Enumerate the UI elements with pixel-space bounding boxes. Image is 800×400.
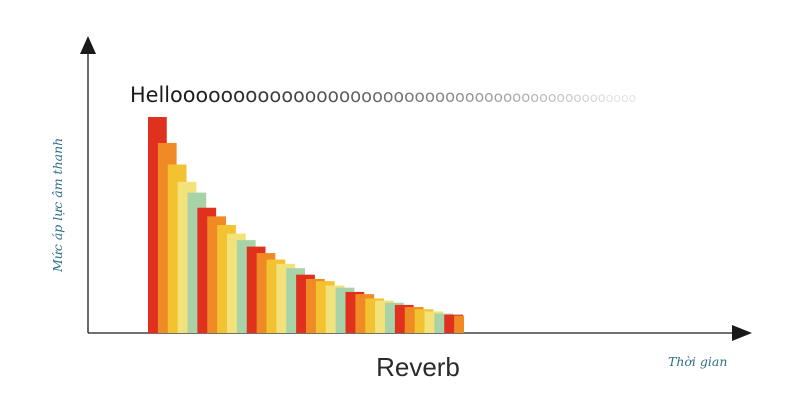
hello-glyph: o — [573, 90, 581, 106]
hello-glyph: o — [245, 83, 257, 107]
hello-glyph: o — [548, 90, 557, 106]
reflection-bar — [454, 315, 465, 333]
hello-glyph: o — [503, 88, 512, 106]
hello-glyph: o — [582, 91, 590, 106]
hello-glyph: o — [539, 90, 548, 106]
hello-glyph: o — [590, 91, 598, 106]
hello-glyph: o — [170, 83, 183, 107]
hello-glyph: o — [455, 87, 465, 106]
hello-glyph: e — [146, 83, 159, 107]
hello-glyph: o — [394, 87, 405, 107]
hello-glyph: o — [565, 90, 573, 106]
hello-glyph: o — [383, 87, 394, 107]
hello-glyph: o — [556, 90, 565, 106]
hello-glyph: o — [281, 84, 293, 107]
hello-glyph: o — [372, 86, 383, 107]
reflection-bars — [148, 117, 465, 333]
hello-glyph: o — [425, 86, 435, 106]
hello-glyph: o — [530, 89, 539, 106]
hello-glyph: o — [435, 87, 445, 106]
hello-glyph: o — [606, 91, 614, 106]
hello-glyph: o — [521, 89, 530, 106]
hello-glyph: o — [494, 88, 503, 106]
hello-glyph: o — [233, 83, 245, 107]
hello-glyph: o — [196, 83, 209, 107]
hello-glyph: o — [404, 87, 414, 107]
hello-echo-text: Helloooooooooooooooooooooooooooooooooooo… — [130, 83, 636, 107]
hello-glyph: o — [208, 83, 220, 107]
hello-glyph: o — [465, 87, 475, 106]
hello-glyph: o — [221, 83, 233, 107]
hello-glyph: o — [305, 85, 317, 107]
hello-glyph: o — [361, 86, 372, 107]
hello-glyph: o — [613, 90, 621, 105]
hello-glyph: o — [183, 83, 196, 107]
hello-glyph: o — [316, 86, 327, 107]
y-axis-label: Mức áp lực âm thanh — [50, 138, 65, 273]
hello-glyph: o — [475, 87, 485, 106]
hello-glyph: o — [415, 87, 425, 107]
hello-glyph: o — [621, 90, 629, 105]
hello-glyph: o — [257, 84, 269, 107]
x-axis-label: Thời gian — [668, 354, 727, 369]
hello-glyph: o — [445, 87, 455, 106]
hello-glyph: l — [164, 83, 170, 107]
hello-glyph: o — [629, 91, 636, 105]
hello-glyph: o — [328, 86, 339, 107]
x-axis-arrow — [732, 325, 752, 341]
y-axis-arrow — [80, 36, 96, 54]
hello-glyph: o — [512, 88, 521, 106]
hello-glyph: l — [158, 83, 164, 107]
hello-glyph: o — [269, 84, 281, 107]
hello-glyph: o — [484, 88, 493, 106]
hello-glyph: o — [350, 86, 361, 107]
diagram-caption: Reverb — [376, 352, 460, 382]
hello-glyph: H — [130, 83, 146, 107]
hello-glyph: o — [293, 84, 305, 107]
hello-glyph: o — [598, 91, 606, 106]
hello-glyph: o — [339, 86, 350, 107]
